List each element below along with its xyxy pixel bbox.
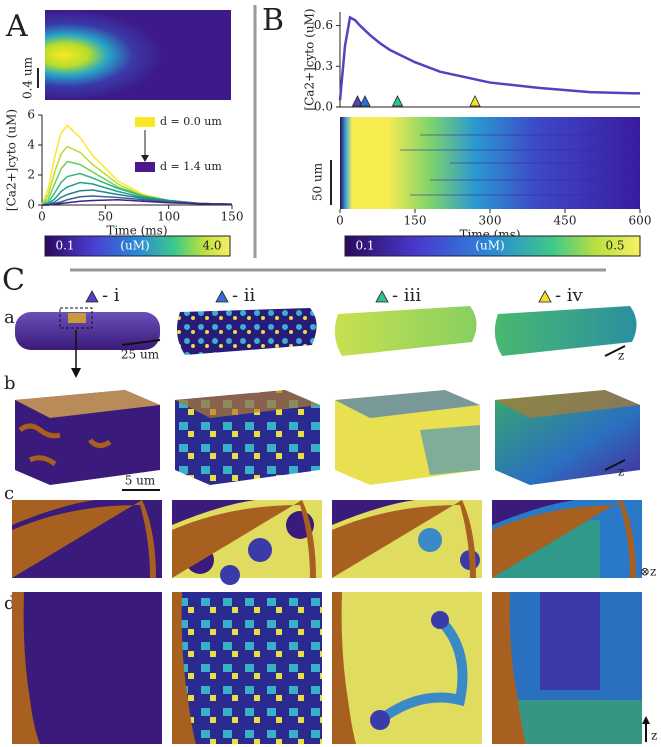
colorbar-min: 0.1 — [355, 239, 374, 253]
column-label: - iv — [555, 285, 584, 306]
row-label: a — [4, 307, 15, 328]
zoom-box — [59, 307, 93, 329]
cross-section — [12, 592, 162, 744]
zoom-region — [68, 313, 86, 323]
cell-volume — [176, 308, 317, 355]
scale-label: 25 um — [121, 348, 160, 362]
x-tick-label: 150 — [404, 214, 427, 228]
time-marker — [391, 95, 404, 107]
x-tick-label: 0 — [336, 214, 344, 228]
time-marker — [351, 95, 364, 107]
colorbar — [344, 235, 641, 257]
panel-label: B — [262, 3, 284, 38]
x-tick-label: 150 — [221, 210, 244, 224]
heatmap-streaks — [400, 134, 640, 196]
axis-label: ⊗z — [640, 565, 656, 579]
arrow-head — [71, 368, 81, 378]
colorbar-max: 4.0 — [202, 239, 221, 253]
scale-bar — [121, 339, 161, 346]
axis-arrow — [604, 345, 626, 357]
x-tick-label: 50 — [98, 210, 113, 224]
line-series — [42, 198, 233, 206]
column-headers: - i - ii - iii - iv — [85, 285, 584, 306]
cross-section — [12, 500, 162, 578]
colorbar-min: 0.1 — [55, 239, 74, 253]
row-label: b — [4, 373, 16, 394]
cross-section — [332, 592, 482, 744]
colorbar — [44, 235, 231, 257]
cell-volume — [334, 306, 477, 356]
cell-volume — [15, 312, 160, 350]
time-marker — [469, 95, 481, 107]
column-marker — [538, 290, 552, 303]
cross-section — [492, 592, 642, 744]
volume-box — [495, 390, 640, 485]
legend-label: d = 0.0 um — [160, 115, 222, 128]
volume-box — [175, 390, 320, 485]
axis-arrow — [604, 459, 626, 471]
cross-section — [492, 500, 642, 578]
axis-label: z — [651, 729, 657, 743]
y-tick-label: 6 — [27, 108, 35, 122]
column-marker — [85, 290, 99, 303]
chart-a: 0 2 4 6 0 50 100 150 Time (ms) [Ca2+]cyto (uM) d =… — [5, 108, 244, 238]
y-tick-label: 0 — [27, 198, 35, 212]
y-tick-label: 0.0 — [314, 100, 333, 114]
y-tick-label: 4 — [27, 138, 35, 152]
scale-label: 0.4 um — [21, 56, 35, 99]
colorbar-unit: (uM) — [120, 239, 149, 253]
cell-volume — [494, 306, 637, 356]
calcium-image — [45, 10, 231, 100]
y-tick-label: 2 — [27, 168, 35, 182]
x-axis-label: Time (ms) — [106, 224, 167, 238]
colorbar-max: 0.5 — [605, 239, 624, 253]
scale-label: 5 um — [125, 474, 156, 488]
y-axis-label: [Ca2+]cyto (uM) — [303, 8, 317, 110]
row-label: c — [4, 483, 14, 504]
panel-label: A — [5, 9, 28, 44]
axis-label: z — [618, 465, 624, 479]
legend-swatch — [135, 117, 155, 127]
cross-section — [332, 500, 482, 578]
legend-arrow-head — [141, 155, 149, 162]
time-marker — [359, 95, 371, 107]
column-label: - iii — [392, 285, 421, 306]
arrow-head — [642, 716, 650, 724]
legend-label: d = 1.4 um — [160, 160, 222, 173]
y-tick-label: 0.6 — [314, 18, 333, 32]
volume-box — [335, 390, 480, 485]
column-marker — [375, 290, 389, 303]
x-tick-label: 600 — [629, 214, 652, 228]
x-tick-label: 0 — [38, 210, 46, 224]
x-tick-label: 100 — [157, 210, 180, 224]
y-tick-label: 0.3 — [314, 59, 333, 73]
x-tick-label: 300 — [479, 214, 502, 228]
axis-label: z — [618, 349, 624, 363]
x-tick-label: 450 — [554, 214, 577, 228]
panel-label: C — [2, 263, 25, 298]
cross-section — [172, 592, 322, 744]
line-series — [338, 15, 641, 101]
scale-label: 50 um — [311, 162, 325, 201]
row-label: d — [4, 593, 16, 614]
legend-swatch — [135, 162, 155, 172]
y-axis-label: [Ca2+]cyto (uM) — [5, 109, 19, 211]
cross-section — [172, 500, 322, 585]
column-marker — [215, 290, 229, 303]
colorbar-unit: (uM) — [475, 239, 504, 253]
column-label: - ii — [232, 285, 256, 306]
column-label: - i — [102, 285, 120, 306]
volume-box — [15, 390, 160, 485]
